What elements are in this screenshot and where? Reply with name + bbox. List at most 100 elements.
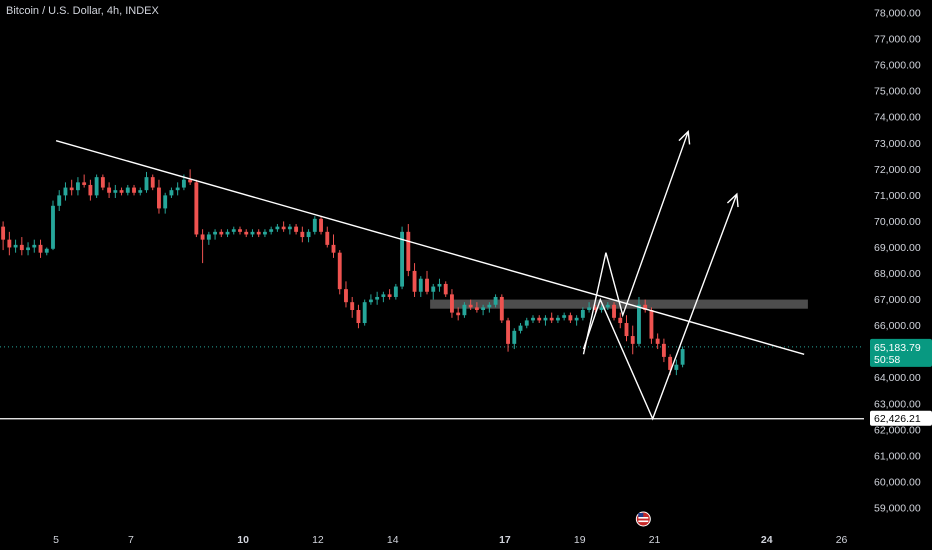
candle-body — [381, 294, 386, 297]
candle-body — [624, 323, 629, 337]
candle-body — [325, 231, 330, 245]
candle-body — [637, 304, 641, 344]
y-tick-label: 77,000.00 — [874, 34, 921, 46]
y-tick-label: 67,000.00 — [874, 294, 921, 306]
chart-title: Bitcoin / U.S. Dollar, 4h, INDEX — [6, 5, 159, 17]
candle-body — [493, 296, 498, 305]
candle-body — [661, 343, 666, 357]
candle-body — [163, 195, 168, 209]
y-tick-label: 74,000.00 — [874, 112, 921, 124]
y-tick-label: 71,000.00 — [874, 190, 921, 202]
candle-body — [506, 320, 510, 344]
candle-body — [474, 307, 479, 310]
candle-body — [175, 187, 180, 191]
projection-path[interactable] — [582, 131, 689, 355]
y-tick-label: 59,000.00 — [874, 502, 921, 514]
candle-body — [107, 187, 112, 193]
candle-body — [599, 307, 604, 310]
y-tick-label: 66,000.00 — [874, 320, 921, 332]
candle-body — [499, 296, 504, 321]
candle-body — [94, 177, 99, 196]
x-tick-label: 14 — [387, 534, 399, 546]
x-tick-label: 12 — [312, 534, 324, 546]
projection-path[interactable] — [582, 193, 738, 421]
candle-body — [680, 349, 685, 365]
candle-body — [63, 187, 68, 196]
candle-body — [630, 336, 635, 344]
candle-body — [256, 231, 261, 235]
candle-body — [580, 309, 585, 318]
resistance-zone[interactable] — [430, 299, 808, 309]
candle-body — [618, 317, 623, 324]
x-tick-label: 24 — [761, 534, 773, 546]
candle-body — [518, 325, 523, 331]
candle-body — [169, 190, 174, 196]
candle-body — [26, 247, 30, 251]
candle-body — [655, 338, 660, 344]
candle-body — [337, 252, 342, 290]
candle-body — [51, 205, 55, 249]
candle-body — [555, 317, 560, 321]
candle-body — [281, 226, 286, 230]
candle-body — [144, 177, 149, 191]
y-tick-label: 72,000.00 — [874, 164, 921, 176]
support-price-label: 62,426.21 — [874, 413, 921, 425]
candle-body — [400, 231, 405, 287]
y-tick-label: 62,000.00 — [874, 424, 921, 436]
current-price-label: 65,183.79 — [874, 342, 921, 354]
candle-body — [356, 309, 361, 324]
candle-body — [32, 244, 37, 248]
x-tick-label: 19 — [574, 534, 586, 546]
candle-body — [57, 195, 62, 206]
candle-body — [574, 317, 579, 321]
us-flag-canton — [638, 513, 644, 517]
current-price-badge — [870, 338, 932, 367]
candle-body — [275, 226, 280, 230]
candle-body — [287, 226, 292, 230]
x-tick-label: 21 — [649, 534, 661, 546]
candle-body — [200, 234, 205, 240]
candle-body — [250, 231, 255, 235]
us-flag-stripe — [638, 520, 649, 523]
y-tick-label: 73,000.00 — [874, 138, 921, 150]
x-tick-label: 26 — [836, 534, 848, 546]
candle-body — [481, 307, 486, 310]
arrow-head — [726, 192, 739, 208]
candle-body — [88, 184, 93, 196]
candle-body — [75, 182, 80, 191]
candle-body — [125, 187, 130, 193]
candle-body — [612, 304, 616, 318]
us-flag-stripe — [638, 517, 649, 519]
trendline[interactable] — [55, 139, 805, 355]
candle-body — [263, 231, 267, 235]
candle-body — [450, 294, 454, 313]
candle-body — [344, 289, 348, 303]
candle-body — [431, 286, 436, 292]
candle-body — [119, 190, 124, 193]
candle-body — [562, 315, 567, 318]
y-tick-label: 61,000.00 — [874, 450, 921, 462]
candle-body — [412, 270, 417, 292]
candle-body — [206, 234, 211, 240]
candle-body — [138, 190, 143, 193]
candle-body — [587, 307, 592, 310]
candle-body — [524, 320, 529, 326]
candle-body — [231, 229, 236, 232]
candle-body — [387, 294, 392, 297]
candle-body — [44, 248, 49, 253]
candle-body — [643, 304, 648, 310]
candle-body — [312, 218, 317, 232]
candle-body — [668, 356, 673, 370]
candle-body — [531, 317, 535, 321]
candle-body — [674, 364, 679, 370]
candle-body — [13, 244, 18, 248]
candle-body — [350, 302, 355, 310]
y-tick-label: 60,000.00 — [874, 476, 921, 488]
candle-body — [437, 283, 442, 287]
arrow-head — [678, 130, 691, 145]
candle-body — [568, 315, 573, 321]
candle-body — [225, 231, 230, 235]
y-tick-label: 63,000.00 — [874, 398, 921, 410]
